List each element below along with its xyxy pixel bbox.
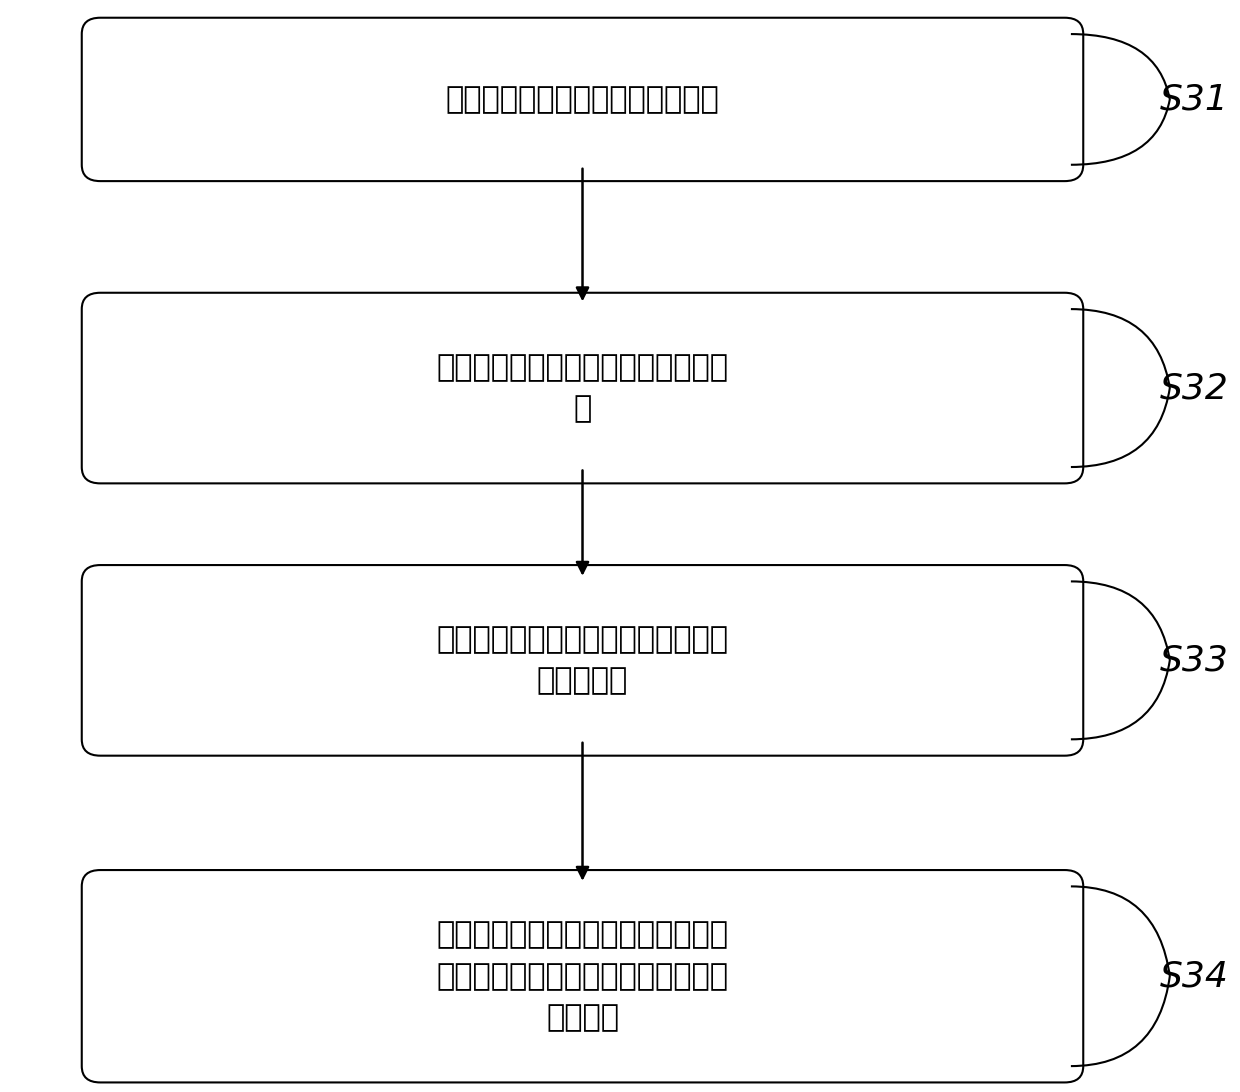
Text: 对预处理后的地震数据进行叠前静校: 对预处理后的地震数据进行叠前静校: [436, 353, 729, 382]
Text: S31: S31: [1161, 82, 1229, 117]
Text: 和深度偏移: 和深度偏移: [537, 666, 629, 696]
Text: S34: S34: [1161, 959, 1229, 994]
Text: 分布范围: 分布范围: [546, 1004, 619, 1032]
Text: S32: S32: [1161, 371, 1229, 405]
FancyBboxPatch shape: [82, 293, 1084, 484]
Text: 从叠前时间和深度偏移后的地震数据: 从叠前时间和深度偏移后的地震数据: [436, 921, 729, 949]
Text: 中获取目标区中页岩气储层的埋深和: 中获取目标区中页岩气储层的埋深和: [436, 962, 729, 990]
Text: 对所述地震数据进行去噪的预处理: 对所述地震数据进行去噪的预处理: [445, 85, 719, 114]
Text: 对叠前静校正后的数据进行叠前时间: 对叠前静校正后的数据进行叠前时间: [436, 626, 729, 654]
FancyBboxPatch shape: [82, 565, 1084, 756]
FancyBboxPatch shape: [82, 870, 1084, 1082]
FancyBboxPatch shape: [82, 17, 1084, 181]
Text: S33: S33: [1161, 643, 1229, 677]
Text: 正: 正: [573, 394, 591, 424]
